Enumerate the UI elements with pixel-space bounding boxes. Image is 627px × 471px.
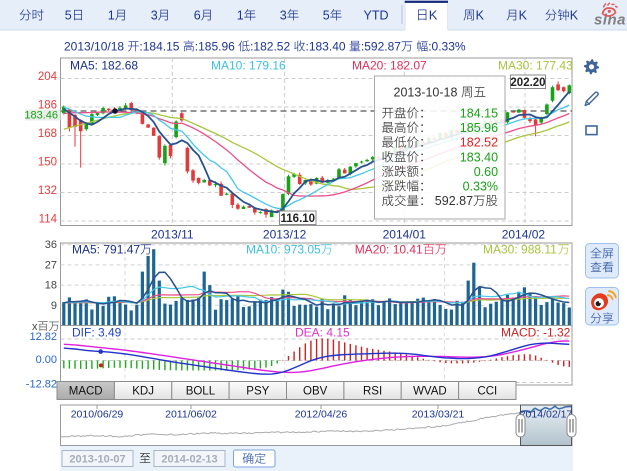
svg-text:MA10: 179.16: MA10: 179.16 bbox=[211, 59, 286, 73]
svg-text:183.40: 183.40 bbox=[460, 150, 498, 164]
svg-text:MA30: 988.11: MA30: 988.11 bbox=[483, 243, 557, 257]
svg-text:185.96: 185.96 bbox=[460, 121, 498, 135]
svg-text:5: 5 bbox=[65, 9, 72, 23]
svg-text:132: 132 bbox=[38, 185, 57, 197]
svg-text:2013/03/21: 2013/03/21 bbox=[412, 409, 465, 421]
svg-text:2010/06/29: 2010/06/29 bbox=[71, 409, 124, 421]
svg-text:MA20: 10.41: MA20: 10.41 bbox=[355, 243, 423, 257]
svg-text::182.52: :182.52 bbox=[250, 40, 293, 54]
svg-text:36: 36 bbox=[45, 239, 57, 251]
svg-text:0.00: 0.00 bbox=[36, 354, 57, 366]
svg-text:KDJ: KDJ bbox=[132, 386, 154, 398]
svg-text:MACD: -1.32: MACD: -1.32 bbox=[501, 326, 571, 340]
svg-text:2013/12: 2013/12 bbox=[263, 228, 307, 242]
svg-text:MA10: 973.05: MA10: 973.05 bbox=[246, 243, 321, 257]
svg-text:x: x bbox=[32, 321, 38, 333]
svg-text:OBV: OBV bbox=[303, 386, 328, 398]
svg-text:1: 1 bbox=[237, 9, 244, 23]
svg-text:27: 27 bbox=[45, 259, 57, 271]
svg-text:2014/02/17: 2014/02/17 bbox=[520, 409, 573, 421]
svg-text:PSY: PSY bbox=[246, 386, 269, 398]
svg-text:3: 3 bbox=[151, 9, 158, 23]
svg-text:168: 168 bbox=[38, 128, 57, 140]
svg-text:9: 9 bbox=[51, 300, 57, 312]
svg-text:MA5: 182.68: MA5: 182.68 bbox=[70, 59, 138, 73]
svg-text:MA5: 791.47: MA5: 791.47 bbox=[72, 243, 140, 257]
svg-text:202.20: 202.20 bbox=[510, 77, 545, 89]
svg-text:0.60: 0.60 bbox=[474, 165, 498, 179]
svg-text::592.87: :592.87 bbox=[361, 40, 401, 54]
svg-text:2013/10/18: 2013/10/18 bbox=[64, 40, 127, 54]
svg-text:1: 1 bbox=[108, 9, 115, 23]
svg-text:2013-10-18: 2013-10-18 bbox=[394, 86, 461, 100]
svg-text:592.87: 592.87 bbox=[435, 194, 473, 208]
svg-text:-12.82: -12.82 bbox=[26, 379, 57, 391]
svg-text:116.10: 116.10 bbox=[281, 213, 316, 225]
svg-text:CCI: CCI bbox=[477, 386, 497, 398]
svg-text:sina: sina bbox=[594, 12, 626, 29]
svg-text:WVAD: WVAD bbox=[413, 386, 447, 398]
svg-text::184.15: :184.15 bbox=[139, 40, 182, 54]
svg-text:RSI: RSI bbox=[363, 386, 382, 398]
svg-text:5: 5 bbox=[323, 9, 330, 23]
svg-text:2012/04/26: 2012/04/26 bbox=[295, 409, 348, 421]
svg-text:MA20: 182.07: MA20: 182.07 bbox=[352, 59, 427, 73]
svg-text:2011/06/02: 2011/06/02 bbox=[165, 409, 217, 421]
svg-text:0.33%: 0.33% bbox=[463, 180, 498, 194]
svg-text::183.40: :183.40 bbox=[306, 40, 349, 54]
svg-text:DIF: 3.49: DIF: 3.49 bbox=[72, 326, 122, 340]
svg-text:2013/11: 2013/11 bbox=[151, 228, 194, 242]
svg-text:YTD: YTD bbox=[364, 9, 389, 23]
svg-text:BOLL: BOLL bbox=[186, 386, 216, 398]
svg-text:2014-02-13: 2014-02-13 bbox=[161, 454, 217, 466]
svg-text:182.52: 182.52 bbox=[460, 136, 498, 150]
svg-text:184.15: 184.15 bbox=[460, 107, 498, 121]
svg-text:150: 150 bbox=[38, 157, 57, 169]
svg-text:K: K bbox=[429, 8, 438, 23]
svg-text:204: 204 bbox=[38, 71, 58, 83]
svg-text:12.82: 12.82 bbox=[29, 331, 57, 343]
svg-text:3: 3 bbox=[280, 9, 287, 23]
svg-text:2013-10-07: 2013-10-07 bbox=[69, 454, 125, 466]
svg-text::0.33%: :0.33% bbox=[428, 40, 466, 54]
svg-text:K: K bbox=[476, 9, 485, 23]
svg-text:2014/01: 2014/01 bbox=[383, 228, 427, 242]
svg-text:DEA: 4.15: DEA: 4.15 bbox=[295, 326, 350, 340]
svg-text:183.46: 183.46 bbox=[24, 109, 58, 121]
svg-text:MACD: MACD bbox=[69, 386, 103, 398]
svg-text:K: K bbox=[519, 9, 528, 23]
svg-text:114: 114 bbox=[39, 214, 58, 226]
svg-text::185.96: :185.96 bbox=[195, 40, 238, 54]
svg-text:6: 6 bbox=[194, 9, 201, 23]
svg-text:2014/02: 2014/02 bbox=[502, 228, 546, 242]
svg-text:K: K bbox=[570, 9, 579, 23]
svg-text:18: 18 bbox=[45, 280, 57, 292]
svg-text:186: 186 bbox=[38, 100, 57, 112]
svg-text:MA30: 177.43: MA30: 177.43 bbox=[498, 59, 573, 73]
